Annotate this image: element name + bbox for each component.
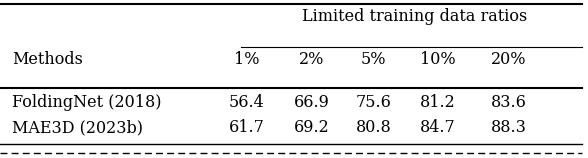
Text: 86.1: 86.1 bbox=[419, 157, 457, 158]
Text: 20%: 20% bbox=[491, 51, 526, 68]
Text: 66.9: 66.9 bbox=[293, 94, 330, 111]
Text: 1%: 1% bbox=[234, 51, 260, 68]
Text: 88.3: 88.3 bbox=[490, 119, 527, 136]
Text: 84.7: 84.7 bbox=[420, 119, 456, 136]
Text: 2%: 2% bbox=[299, 51, 325, 68]
Text: 69.2: 69.2 bbox=[294, 119, 329, 136]
Text: FoldingNet (2018): FoldingNet (2018) bbox=[12, 94, 161, 111]
Text: 81.2: 81.2 bbox=[420, 94, 456, 111]
Text: 56.4: 56.4 bbox=[229, 94, 265, 111]
Text: DHGCN: DHGCN bbox=[12, 157, 82, 158]
Text: 75.6: 75.6 bbox=[355, 94, 392, 111]
Text: 5%: 5% bbox=[360, 51, 386, 68]
Text: 80.8: 80.8 bbox=[356, 119, 391, 136]
Text: Methods: Methods bbox=[12, 51, 83, 68]
Text: MAE3D (2023b): MAE3D (2023b) bbox=[12, 119, 143, 136]
Text: 83.6: 83.6 bbox=[490, 94, 527, 111]
Text: Limited training data ratios: Limited training data ratios bbox=[302, 8, 527, 25]
Text: 10%: 10% bbox=[420, 51, 456, 68]
Text: 89.1: 89.1 bbox=[489, 157, 528, 158]
Text: 81.3: 81.3 bbox=[354, 157, 393, 158]
Text: 61.7: 61.7 bbox=[229, 119, 265, 136]
Text: 62.7: 62.7 bbox=[228, 157, 266, 158]
Text: 72.2: 72.2 bbox=[292, 157, 331, 158]
